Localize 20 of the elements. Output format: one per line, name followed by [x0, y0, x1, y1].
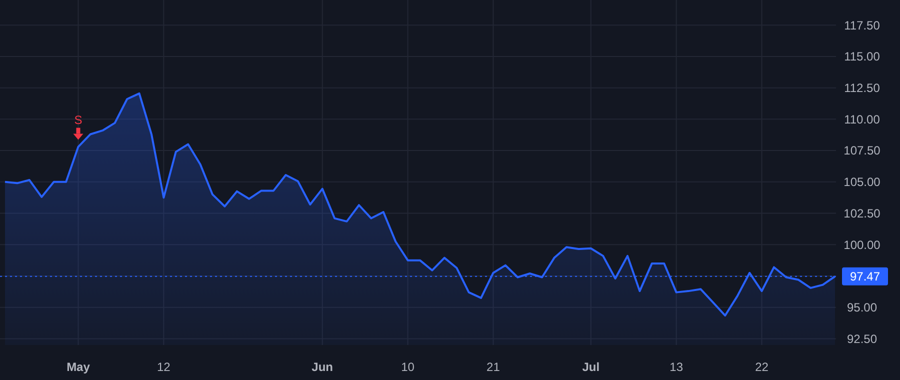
- x-tick-label: May: [66, 360, 90, 374]
- y-tick-label: 92.50: [846, 332, 878, 346]
- x-tick-label: 21: [486, 360, 500, 374]
- y-tick-label: 100.00: [844, 238, 881, 252]
- annotation: S: [74, 112, 82, 127]
- y-tick-label: 95.00: [846, 300, 878, 315]
- x-tick-label: 12: [156, 360, 171, 374]
- y-tick-label: 115.00: [844, 50, 880, 64]
- y-tick-label: 105.00: [844, 175, 881, 190]
- x-tick-label: 13: [670, 360, 684, 374]
- x-tick-label: 22: [755, 360, 769, 374]
- y-tick-label: 110.00: [844, 112, 880, 126]
- y-tick-label: 107.50: [844, 144, 881, 158]
- y-tick-label: 117.50: [844, 18, 880, 32]
- y-tick-label: 102.50: [844, 206, 881, 220]
- x-tick-label: Jul: [582, 360, 600, 374]
- ref-line-label: 97.47: [850, 270, 880, 284]
- x-tick-label: Jun: [312, 360, 334, 374]
- y-tick-label: 112.50: [844, 81, 880, 96]
- x-tick-label: 10: [401, 360, 415, 374]
